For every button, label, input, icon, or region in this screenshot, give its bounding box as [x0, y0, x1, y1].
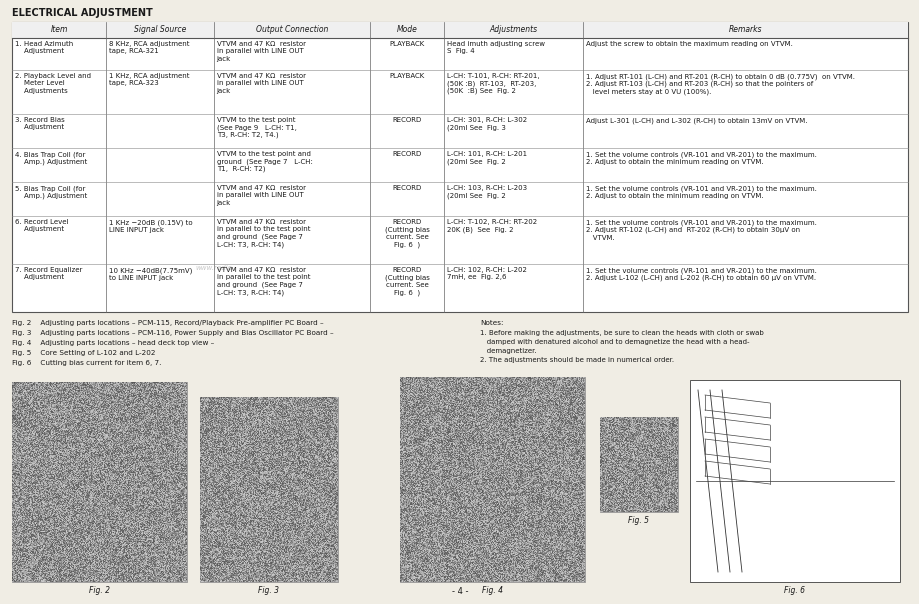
- Text: 1 KHz −20dB (0.15V) to
LINE INPUT jack: 1 KHz −20dB (0.15V) to LINE INPUT jack: [109, 219, 192, 233]
- Text: Fig. 5: Fig. 5: [628, 516, 649, 525]
- Text: 10 KHz −40dB(7.75mV)
to LINE INPUT jack: 10 KHz −40dB(7.75mV) to LINE INPUT jack: [109, 267, 192, 281]
- Text: Adjust L-301 (L-CH) and L-302 (R-CH) to obtain 13mV on VTVM.: Adjust L-301 (L-CH) and L-302 (R-CH) to …: [585, 117, 806, 123]
- Text: 2. Playback Level and
    Meter Level
    Adjustments: 2. Playback Level and Meter Level Adjust…: [15, 73, 91, 94]
- Text: VTVM and 47 KΩ  resistor
in parallel with LINE OUT
jack: VTVM and 47 KΩ resistor in parallel with…: [216, 41, 305, 62]
- Text: Output Connection: Output Connection: [255, 25, 328, 34]
- Text: Item: Item: [51, 25, 68, 34]
- Text: Adjustments: Adjustments: [489, 25, 537, 34]
- Text: 1 KHz, RCA adjustment
tape, RCA-323: 1 KHz, RCA adjustment tape, RCA-323: [109, 73, 189, 86]
- Text: VTVM to the test point and
ground  (See Page 7   L-CH:
T1,  R-CH: T2): VTVM to the test point and ground (See P…: [216, 151, 312, 173]
- Text: PLAYBACK: PLAYBACK: [389, 41, 425, 47]
- Text: 1. Set the volume controls (VR-101 and VR-201) to the maximum.
2. Adjust to obta: 1. Set the volume controls (VR-101 and V…: [585, 185, 816, 199]
- Text: VTVM and 47 KΩ  resistor
in parallel with LINE OUT
jack: VTVM and 47 KΩ resistor in parallel with…: [216, 185, 305, 205]
- Text: VTVM and 47 KΩ  resistor
in parallel to the test point
and ground  (See Page 7
L: VTVM and 47 KΩ resistor in parallel to t…: [216, 219, 310, 248]
- Text: 5. Bias Trap Coil (for
    Amp.) Adjustment: 5. Bias Trap Coil (for Amp.) Adjustment: [15, 185, 87, 199]
- Text: 1. Before making the adjustments, be sure to clean the heads with cloth or swab: 1. Before making the adjustments, be sur…: [480, 330, 763, 336]
- Bar: [599, 417, 677, 512]
- Bar: [12, 382, 187, 582]
- Text: Fig. 2: Fig. 2: [89, 586, 110, 595]
- Text: Head imuth adjusting screw
S  Fig. 4: Head imuth adjusting screw S Fig. 4: [447, 41, 544, 54]
- Bar: [689, 380, 899, 582]
- Text: Fig. 3: Fig. 3: [258, 586, 279, 595]
- Bar: [400, 377, 584, 582]
- Text: Fig. 4    Adjusting parts locations – head deck top view –: Fig. 4 Adjusting parts locations – head …: [12, 340, 214, 346]
- Text: RECORD
(Cutting bias
current. See
Fig. 6  ): RECORD (Cutting bias current. See Fig. 6…: [384, 219, 429, 248]
- Text: Remarks: Remarks: [728, 25, 761, 34]
- Text: RECORD: RECORD: [392, 151, 421, 157]
- Text: Fig. 3    Adjusting parts locations – PCM-116, Power Supply and Bias Oscillator : Fig. 3 Adjusting parts locations – PCM-1…: [12, 330, 334, 336]
- Text: 1. Head Azimuth
    Adjustment: 1. Head Azimuth Adjustment: [15, 41, 74, 54]
- Text: L-CH: 101, R-CH: L-201
(20ml See  Fig. 2: L-CH: 101, R-CH: L-201 (20ml See Fig. 2: [447, 151, 527, 165]
- Text: L-CH: T-102, R-CH: RT-202
20K (B)  See  Fig. 2: L-CH: T-102, R-CH: RT-202 20K (B) See Fi…: [447, 219, 537, 233]
- Text: Fig. 6: Fig. 6: [784, 586, 805, 595]
- Text: Fig. 4: Fig. 4: [482, 586, 503, 595]
- Text: RECORD: RECORD: [392, 185, 421, 191]
- Text: Fig. 6    Cutting bias current for item 6, 7.: Fig. 6 Cutting bias current for item 6, …: [12, 360, 161, 366]
- Text: damped with denatured alcohol and to demagnetize the head with a head-: damped with denatured alcohol and to dem…: [480, 339, 749, 345]
- Text: 1. Set the volume controls (VR-101 and VR-201) to the maximum.
2. Adjust to obta: 1. Set the volume controls (VR-101 and V…: [585, 151, 816, 165]
- Text: VTVM and 47 KΩ  resistor
in parallel with LINE OUT
jack: VTVM and 47 KΩ resistor in parallel with…: [216, 73, 305, 94]
- Text: VTVM to the test point
(See Page 9   L-CH: T1,
T3, R-CH: T2, T4.): VTVM to the test point (See Page 9 L-CH:…: [216, 117, 296, 138]
- Text: Fig. 5    Core Setting of L-102 and L-202: Fig. 5 Core Setting of L-102 and L-202: [12, 350, 155, 356]
- Text: L-CH: 102, R-CH: L-202
7mH, ee  Fig. 2,6: L-CH: 102, R-CH: L-202 7mH, ee Fig. 2,6: [447, 267, 527, 280]
- Text: VTVM and 47 KΩ  resistor
in parallel to the test point
and ground  (See Page 7
L: VTVM and 47 KΩ resistor in parallel to t…: [216, 267, 310, 296]
- Text: L-CH: 103, R-CH: L-203
(20ml See  Fig. 2: L-CH: 103, R-CH: L-203 (20ml See Fig. 2: [447, 185, 527, 199]
- Text: www.radio: www.radio: [195, 265, 232, 271]
- Text: Fig. 2    Adjusting parts locations – PCM-115, Record/Playback Pre-amplifier PC : Fig. 2 Adjusting parts locations – PCM-1…: [12, 320, 323, 326]
- Text: RECORD: RECORD: [392, 117, 421, 123]
- Text: L-CH: T-101, R-CH: RT-201,
(50K :B)  RT-103,  RT-203,
(50K  :B) See  Fig. 2: L-CH: T-101, R-CH: RT-201, (50K :B) RT-1…: [447, 73, 539, 94]
- Text: Adjust the screw to obtain the maximum reading on VTVM.: Adjust the screw to obtain the maximum r…: [585, 41, 792, 47]
- Text: demagnetizer.: demagnetizer.: [480, 348, 536, 354]
- Text: 4. Bias Trap Coil (for
    Amp.) Adjustment: 4. Bias Trap Coil (for Amp.) Adjustment: [15, 151, 87, 165]
- Text: 1. Adjust RT-101 (L-CH) and RT-201 (R-CH) to obtain 0 dB (0.775V)  on VTVM.
2. A: 1. Adjust RT-101 (L-CH) and RT-201 (R-CH…: [585, 73, 854, 95]
- Text: Signal Source: Signal Source: [133, 25, 186, 34]
- Text: 2. The adjustments should be made in numerical order.: 2. The adjustments should be made in num…: [480, 357, 674, 363]
- Bar: [199, 397, 337, 582]
- Bar: [12, 22, 907, 312]
- Text: 3. Record Bias
    Adjustment: 3. Record Bias Adjustment: [15, 117, 64, 130]
- Text: - 4 -: - 4 -: [451, 587, 468, 596]
- Text: 7. Record Equalizer
    Adjustment: 7. Record Equalizer Adjustment: [15, 267, 83, 280]
- Bar: [12, 22, 907, 38]
- Text: Mode: Mode: [396, 25, 417, 34]
- Text: RECORD
(Cutting bias
current. See
Fig. 6  ): RECORD (Cutting bias current. See Fig. 6…: [384, 267, 429, 296]
- Text: L-CH: 301, R-CH: L-302
(20ml See  Fig. 3: L-CH: 301, R-CH: L-302 (20ml See Fig. 3: [447, 117, 527, 130]
- Text: PLAYBACK: PLAYBACK: [389, 73, 425, 79]
- Text: ELECTRICAL ADJUSTMENT: ELECTRICAL ADJUSTMENT: [12, 8, 153, 18]
- Text: 1. Set the volume controls (VR-101 and VR-201) to the maximum.
2. Adjust RT-102 : 1. Set the volume controls (VR-101 and V…: [585, 219, 816, 240]
- Text: 8 KHz, RCA adjustment
tape, RCA-321: 8 KHz, RCA adjustment tape, RCA-321: [109, 41, 189, 54]
- Text: Notes:: Notes:: [480, 320, 503, 326]
- Text: 6. Record Level
    Adjustment: 6. Record Level Adjustment: [15, 219, 68, 233]
- Text: 1. Set the volume controls (VR-101 and VR-201) to the maximum.
2. Adjust L-102 (: 1. Set the volume controls (VR-101 and V…: [585, 267, 816, 281]
